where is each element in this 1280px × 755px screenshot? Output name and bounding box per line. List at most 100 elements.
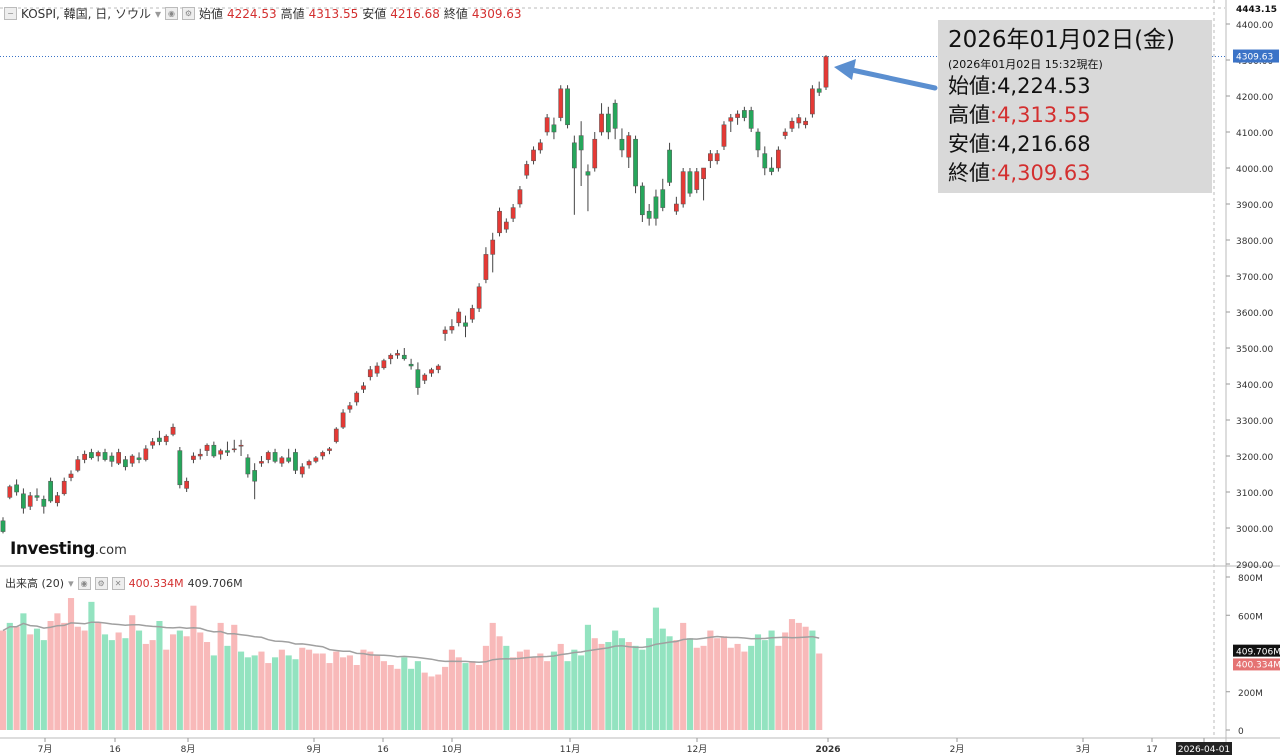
candle: [14, 479, 19, 496]
candle-body: [755, 131, 761, 151]
axes[interactable]: 4400.004300.004200.004100.004000.003900.…: [38, 2, 1280, 755]
candle: [327, 447, 332, 455]
candle-body: [401, 354, 407, 360]
candle: [48, 477, 53, 503]
volume-bars: [0, 598, 823, 730]
eye-icon[interactable]: ◉: [164, 7, 178, 20]
volume-bar: [707, 630, 714, 730]
volume-value-2: 409.706M: [187, 576, 243, 590]
volume-bar: [20, 613, 27, 730]
volume-bar: [251, 655, 258, 730]
candle-body: [211, 444, 217, 457]
info-high-label: 高値: [948, 103, 990, 127]
info-low-value: :4,216.68: [990, 132, 1091, 156]
candle: [82, 450, 87, 464]
candle-body: [762, 153, 768, 169]
candle-body: [225, 450, 230, 453]
candle-body: [558, 88, 564, 118]
symbol-label[interactable]: KOSPI, 韓国, 日, ソウル: [21, 7, 151, 21]
candle: [102, 448, 108, 462]
volume-settings-icon[interactable]: ⚙: [94, 576, 108, 590]
candle-body: [803, 120, 808, 126]
candle-body: [75, 459, 81, 471]
collapse-icon[interactable]: −: [4, 7, 17, 20]
volume-bar: [727, 647, 734, 730]
info-open-row: 始値:4,224.53: [948, 74, 1091, 98]
candle-body: [517, 189, 523, 205]
candle-body: [782, 131, 788, 136]
candle-body: [490, 239, 496, 255]
volume-bar: [203, 642, 211, 730]
volume-bar: [571, 649, 578, 730]
volume-bar: [40, 640, 47, 730]
volume-bar: [544, 661, 551, 730]
candle-body: [354, 392, 360, 403]
candle-body: [531, 149, 536, 162]
candle-body: [320, 452, 326, 457]
candle: [605, 106, 611, 140]
price-tick-label: 4400.00: [1236, 21, 1273, 31]
volume-bar: [700, 645, 707, 730]
candle: [89, 448, 94, 460]
candle-body: [524, 164, 530, 176]
candle-body: [735, 113, 740, 118]
volume-bar: [47, 620, 54, 730]
candle-body: [170, 426, 176, 435]
x-tick-label: 16: [109, 745, 121, 755]
volume-label[interactable]: 出来高 (20): [5, 577, 65, 590]
volume-tick-label: 800M: [1238, 574, 1263, 584]
candle: [429, 367, 434, 377]
top-price-label: 4443.15: [1236, 5, 1277, 15]
price-tick-label: 4200.00: [1236, 93, 1273, 103]
volume-bar: [714, 638, 721, 730]
candle: [667, 142, 672, 186]
candle-body: [585, 171, 591, 176]
volume-bar: [435, 674, 442, 730]
candle: [34, 488, 40, 501]
candle: [463, 315, 468, 338]
volume-ma-box: [1233, 644, 1280, 657]
volume-bar: [176, 630, 183, 730]
volume-bar: [210, 655, 217, 730]
low-label: 安値: [362, 7, 387, 21]
price-tick-label: 3700.00: [1236, 273, 1273, 283]
candle: [551, 117, 557, 140]
candle-body: [306, 461, 312, 466]
candle-body: [674, 203, 679, 212]
volume-bar: [237, 651, 245, 730]
volume-last-box: [1233, 658, 1280, 671]
volume-bar: [278, 649, 285, 730]
candle-body: [653, 196, 659, 219]
candle-body: [626, 135, 632, 158]
candle: [537, 139, 543, 154]
candle-body: [361, 385, 366, 390]
callout-arrow: [834, 59, 938, 91]
volume-bar: [108, 640, 115, 730]
volume-bar: [326, 663, 333, 730]
volume-bar: [183, 636, 190, 730]
open-label: 始値: [198, 7, 223, 21]
volume-dropdown-icon[interactable]: ▾: [68, 576, 74, 590]
candle: [381, 358, 387, 370]
candle-body: [102, 452, 108, 460]
candle: [490, 232, 496, 273]
volume-bar: [809, 630, 816, 730]
dropdown-chevron-icon[interactable]: ▾: [154, 6, 161, 21]
volume-eye-icon[interactable]: ◉: [77, 576, 91, 590]
volume-bar: [639, 649, 646, 730]
volume-bar: [394, 668, 401, 730]
candle: [776, 146, 781, 172]
volume-close-icon[interactable]: ✕: [111, 576, 125, 590]
candle-body: [639, 185, 645, 216]
candle: [599, 103, 604, 136]
volume-bar: [231, 624, 238, 730]
candle: [789, 117, 795, 132]
volume-bar: [516, 651, 523, 730]
settings-icon[interactable]: ⚙: [181, 7, 195, 20]
x-tick-label: 10月: [442, 744, 462, 755]
candle: [660, 178, 666, 212]
volume-ma-line: [2, 621, 820, 664]
x-tick-label: 3月: [1076, 744, 1091, 755]
candle: [354, 391, 360, 406]
